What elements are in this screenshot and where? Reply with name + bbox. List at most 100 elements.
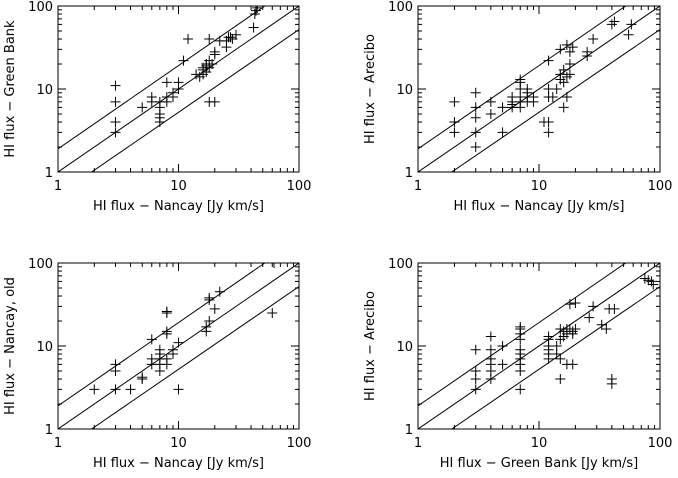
data-layer	[418, 263, 660, 429]
chart-panel-3: 1 10 100 1 10 100 HI flux − Nancay [Jy km/s] HI…	[3, 257, 311, 471]
data-point	[567, 359, 578, 370]
data-point	[178, 55, 189, 66]
data-point	[110, 96, 121, 107]
data-point	[230, 29, 241, 40]
data-point	[564, 59, 575, 70]
data-point	[204, 316, 215, 327]
x-tick-label: 1	[54, 179, 62, 194]
data-point	[161, 306, 172, 317]
data-point	[470, 365, 481, 376]
data-point	[555, 353, 566, 364]
data-point	[167, 87, 178, 98]
data-point	[110, 127, 121, 138]
data-point	[564, 69, 575, 80]
data-point	[515, 321, 526, 332]
data-point	[497, 359, 508, 370]
reference-line-2	[418, 6, 660, 172]
data-point	[173, 77, 184, 88]
data-point	[555, 374, 566, 385]
x-tick-label: 10	[170, 179, 187, 194]
data-point	[522, 84, 533, 94]
x-tick-label: 10	[170, 436, 187, 451]
data-point	[201, 321, 212, 332]
y-tick-label: 10	[36, 83, 53, 98]
data-point	[161, 326, 172, 337]
data-point	[626, 19, 637, 30]
data-point	[609, 16, 620, 27]
data-point	[485, 108, 496, 119]
data-point	[497, 127, 508, 138]
x-tick-label: 100	[648, 436, 673, 451]
x-axis-label: HI flux − Green Bank [Jy km/s]	[440, 456, 638, 471]
reference-line-3	[91, 286, 299, 429]
data-point	[547, 92, 558, 103]
data-point	[561, 39, 572, 50]
data-point	[582, 46, 593, 57]
data-point	[268, 263, 279, 268]
data-point	[183, 34, 194, 45]
data-point	[543, 117, 554, 128]
data-point	[543, 127, 554, 138]
x-tick-label: 1	[414, 179, 422, 194]
data-point	[623, 29, 634, 40]
data-point	[470, 142, 481, 153]
data-point	[214, 286, 225, 297]
y-tick-label: 1	[405, 423, 413, 438]
data-point	[588, 301, 599, 312]
data-point	[125, 384, 136, 395]
minor-ticks	[58, 263, 299, 429]
x-tick-label: 10	[531, 179, 548, 194]
data-point	[449, 117, 460, 128]
data-point	[89, 384, 100, 395]
data-point	[543, 331, 554, 342]
y-axis-label: HI flux − Arecibo	[363, 291, 378, 401]
chart-panel-1: 1 10 100 1 10 100 HI flux − Nancay [Jy km/s] HI…	[3, 0, 311, 214]
x-tick-label: 100	[287, 179, 312, 194]
y-axis-label: HI flux − Green Bank	[3, 20, 18, 158]
data-point	[564, 299, 575, 310]
data-point	[551, 341, 562, 351]
data-point	[485, 344, 496, 355]
data-point	[137, 102, 148, 113]
data-point	[470, 127, 481, 138]
reference-line-1	[58, 263, 266, 407]
chart-panel-4: 1 10 100 1 10 100 HI flux − Green Bank [Jy km/…	[363, 257, 672, 471]
data-point	[173, 384, 184, 395]
y-tick-label: 10	[396, 83, 413, 98]
data-point	[497, 341, 508, 351]
y-tick-label: 10	[36, 340, 53, 355]
data-point	[567, 326, 578, 337]
data-point	[528, 92, 539, 103]
data-point	[110, 359, 121, 370]
minor-ticks	[58, 6, 299, 172]
data-point	[543, 55, 554, 66]
data-point	[470, 102, 481, 113]
x-axis-label: HI flux − Nancay [Jy km/s]	[93, 199, 264, 214]
data-point	[485, 331, 496, 342]
data-point	[470, 112, 481, 123]
data-point	[204, 292, 215, 303]
data-point	[558, 64, 569, 75]
data-point	[161, 353, 172, 364]
y-tick-label: 100	[28, 0, 53, 15]
data-point	[470, 344, 481, 355]
data-point	[584, 312, 595, 323]
data-point	[110, 384, 121, 395]
x-tick-label: 100	[648, 179, 673, 194]
reference-line-2	[418, 263, 660, 429]
reference-line-3	[91, 29, 299, 172]
y-axis-label: HI flux − Arecibo	[363, 34, 378, 144]
data-point	[252, 6, 263, 13]
data-point	[485, 96, 496, 107]
x-axis-label: HI flux − Nancay [Jy km/s]	[93, 456, 264, 471]
data-point	[110, 80, 121, 91]
data-point	[161, 77, 172, 88]
data-point	[248, 22, 259, 33]
data-layer	[418, 6, 660, 172]
y-tick-label: 10	[396, 340, 413, 355]
data-point	[515, 384, 526, 395]
data-point	[588, 34, 599, 45]
y-tick-label: 1	[45, 166, 53, 181]
data-point	[606, 19, 617, 30]
y-tick-label: 100	[28, 257, 53, 272]
